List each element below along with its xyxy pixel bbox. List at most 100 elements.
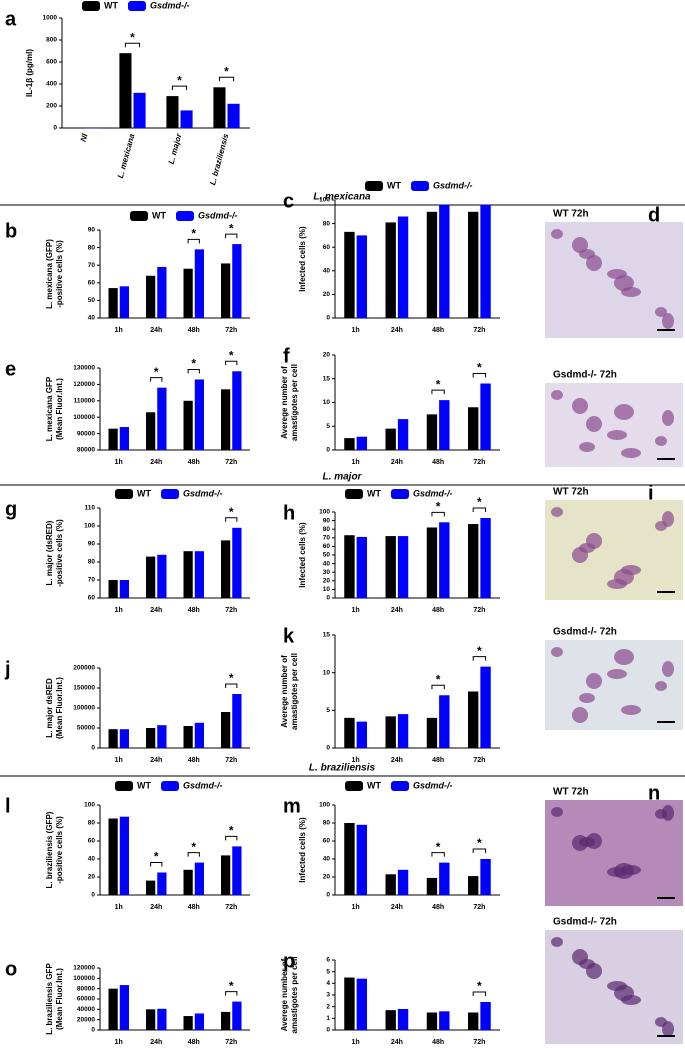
x-tick-label: 24h: [150, 1039, 162, 1046]
y-tick-label: 0: [326, 447, 330, 454]
bar: [468, 211, 479, 318]
bar: [86, 128, 99, 129]
bar: [344, 717, 355, 748]
bar: [426, 877, 438, 895]
legend-swatch: [345, 781, 363, 791]
cell: [614, 649, 634, 665]
x-tick-label: 1h: [352, 904, 360, 911]
bar: [146, 880, 156, 895]
significance-mark: *: [477, 495, 482, 509]
y-tick-label: 3: [326, 992, 330, 999]
section-title: L. mexicana: [313, 192, 371, 203]
y-axis-label: IL-1β (pg/ml): [25, 49, 34, 97]
bar: [72, 128, 85, 129]
significance-bracket: [225, 683, 238, 688]
cell: [662, 410, 674, 426]
cell: [662, 313, 674, 329]
significance-bracket: [431, 852, 445, 857]
y-tick-label: 1: [326, 1015, 330, 1022]
legend-swatch: [176, 211, 194, 221]
bar: [119, 286, 129, 318]
significance-bracket: [431, 389, 445, 395]
cell: [607, 669, 627, 679]
y-tick-label: 0: [326, 595, 330, 602]
bar: [397, 536, 409, 598]
legend-label: Gsdmd-/-: [198, 210, 238, 220]
bar: [385, 1010, 396, 1030]
y-tick-label: 80000: [77, 447, 95, 454]
x-tick-label: 24h: [150, 607, 162, 614]
significance-bracket: [472, 991, 487, 996]
bar: [356, 978, 367, 1030]
bar: [194, 1013, 204, 1030]
bar: [133, 92, 146, 128]
panel-letter: c: [283, 190, 294, 212]
bar: [397, 714, 409, 748]
legend-swatch: [161, 489, 179, 499]
y-axis-label: Averege number of: [280, 655, 289, 728]
bar: [108, 428, 118, 450]
significance-bracket: [171, 85, 188, 91]
cell: [655, 1017, 667, 1027]
bar: [119, 729, 129, 748]
panel-letter: p: [283, 950, 295, 972]
legend-swatch: [115, 781, 133, 791]
x-tick-label: 72h: [473, 327, 485, 334]
bar: [119, 580, 129, 598]
cell: [579, 442, 595, 452]
y-tick-label: 1000: [43, 15, 58, 22]
y-axis-label: -positive cells (%): [55, 240, 64, 308]
y-tick-label: 50: [88, 297, 96, 304]
bar: [146, 412, 156, 450]
bar: [194, 862, 204, 895]
y-tick-label: 20: [323, 352, 331, 359]
y-tick-label: 70: [88, 577, 96, 584]
significance-bracket: [225, 233, 238, 239]
cell: [607, 867, 627, 877]
x-tick-label: 72h: [473, 757, 485, 764]
cell: [655, 436, 667, 446]
y-tick-label: 0: [91, 745, 95, 752]
section-title: L. braziliensis: [309, 763, 376, 774]
y-tick-label: 20: [88, 874, 96, 881]
significance-mark: *: [177, 73, 182, 87]
bar: [356, 824, 367, 895]
legend-label: WT: [104, 0, 118, 10]
legend-swatch: [161, 781, 179, 791]
bar: [344, 977, 355, 1030]
y-axis-label: L. mexicana (GFP): [45, 239, 54, 309]
bar: [146, 556, 156, 598]
bar: [157, 872, 167, 895]
panel-letter: d: [648, 204, 660, 226]
x-tick-label: 72h: [225, 607, 237, 614]
micrograph-caption: WT 72h: [553, 487, 589, 498]
bar: [232, 1001, 242, 1030]
legend-label: Gsdmd-/-: [183, 780, 223, 790]
bar: [183, 726, 193, 748]
y-tick-label: 20000: [77, 1016, 95, 1023]
significance-bracket: [225, 835, 238, 841]
significance-mark: *: [229, 505, 234, 519]
y-tick-label: 80: [88, 559, 96, 566]
y-tick-label: 0: [91, 1027, 95, 1034]
bar: [221, 263, 231, 318]
legend-swatch: [128, 1, 146, 11]
cell: [662, 661, 674, 677]
bar: [468, 691, 479, 748]
significance-mark: *: [477, 644, 482, 658]
bar: [468, 524, 479, 598]
bar: [119, 985, 129, 1030]
bar: [166, 96, 179, 128]
y-tick-label: 60: [88, 595, 96, 602]
significance-mark: *: [436, 499, 441, 513]
y-tick-label: 70: [323, 535, 331, 542]
cell: [551, 807, 563, 817]
y-tick-label: 60: [88, 280, 96, 287]
micrograph-caption: Gsdmd-/- 72h: [553, 370, 617, 381]
y-tick-label: 100: [319, 802, 330, 809]
panel-letter: l: [5, 795, 11, 817]
y-tick-label: 600: [46, 59, 57, 66]
y-tick-label: 10: [323, 399, 331, 406]
bar: [108, 580, 118, 598]
